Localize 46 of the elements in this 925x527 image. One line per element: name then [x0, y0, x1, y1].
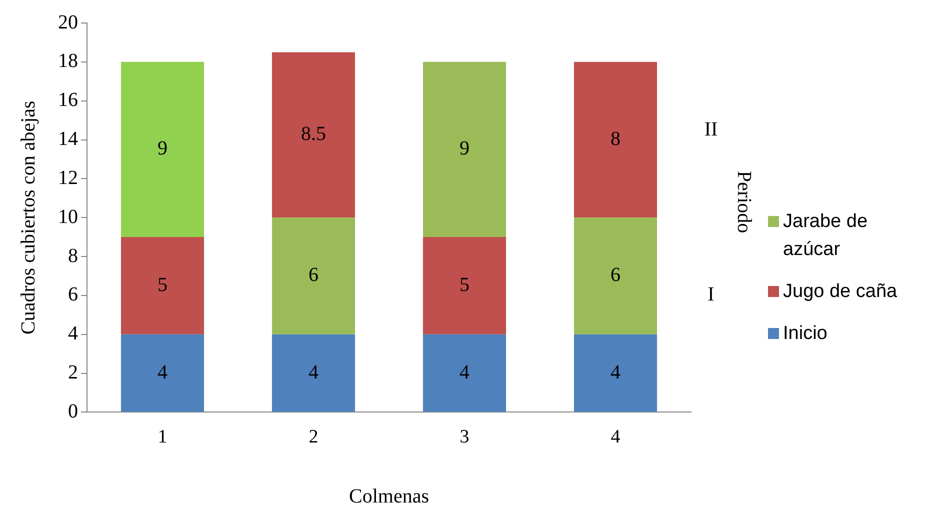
data-label: 8.5	[301, 123, 326, 146]
legend-label: Inicio	[783, 322, 828, 346]
y-tick-label: 2	[68, 362, 78, 384]
bar	[120, 237, 204, 334]
data-label: 4	[308, 361, 318, 384]
x-tick-label: 4	[610, 426, 621, 448]
x-tick-label: 2	[308, 426, 318, 448]
y-tick-label: 14	[58, 128, 78, 150]
bar	[574, 62, 658, 218]
data-label: 6	[308, 264, 318, 286]
bar	[120, 334, 204, 412]
y-tick-label: 8	[68, 244, 78, 267]
bar	[272, 334, 356, 412]
bar	[422, 237, 506, 334]
data-label: 4	[460, 361, 470, 384]
data-label: 9	[158, 138, 168, 160]
bar	[120, 62, 204, 238]
legend-label: Jarabe de azúcar	[783, 210, 869, 262]
y-tick-label: 0	[68, 400, 78, 422]
y-tick-label: 4	[68, 322, 78, 345]
data-label: 9	[460, 138, 470, 160]
bar	[574, 218, 658, 334]
legend-label: Jugo de caña	[783, 280, 898, 304]
text: II	[704, 118, 718, 140]
y-axis-title: Cuadros cubiertos con abejas	[17, 100, 40, 335]
data-label: 4	[610, 361, 620, 384]
y-tick-label: 20	[58, 11, 78, 34]
y-tick-label: 10	[58, 206, 78, 228]
data-label: 5	[460, 274, 470, 296]
y-tick-label: 16	[58, 89, 78, 112]
x-tick-label: 1	[158, 426, 168, 448]
text: Periodo	[732, 170, 755, 234]
x-tick-label: 3	[460, 426, 470, 448]
x-axis-title: Colmenas	[349, 485, 430, 508]
text: I	[708, 284, 714, 306]
y-tick-label: 6	[68, 284, 78, 306]
data-label: 5	[158, 274, 168, 296]
bar	[272, 218, 356, 334]
y-tick-label: 12	[58, 166, 78, 189]
bar	[422, 334, 506, 412]
bar	[574, 334, 658, 412]
data-label: 6	[610, 264, 620, 286]
y-tick-label: 18	[58, 50, 78, 72]
data-label: 8	[610, 128, 620, 150]
data-label: 4	[158, 361, 168, 384]
bar	[272, 52, 356, 218]
